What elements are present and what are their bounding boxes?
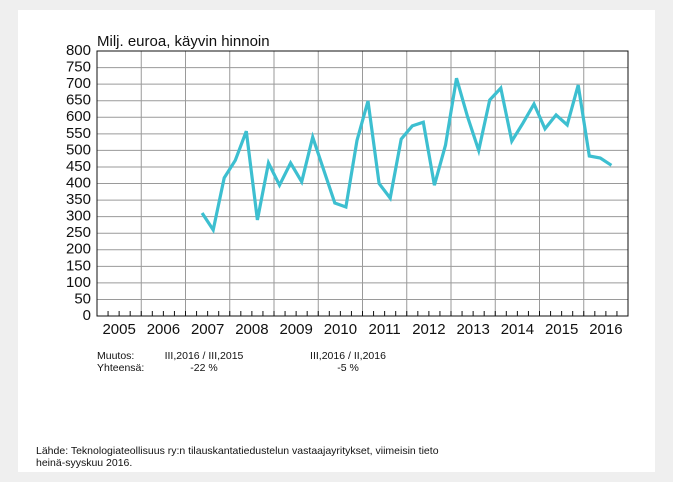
x-tick-label: 2013 xyxy=(456,321,489,338)
y-tick-label: 750 xyxy=(66,59,91,76)
y-tick-label: 50 xyxy=(74,290,91,307)
x-tick-label: 2009 xyxy=(279,321,312,338)
y-tick-label: 600 xyxy=(66,108,91,125)
y-tick-label: 450 xyxy=(66,158,91,175)
y-tick-label: 550 xyxy=(66,125,91,142)
y-tick-label: 700 xyxy=(66,75,91,92)
data-line xyxy=(200,77,613,234)
y-tick-label: 300 xyxy=(66,208,91,225)
x-tick-label: 2005 xyxy=(102,321,135,338)
x-tick-label: 2015 xyxy=(545,321,578,338)
x-tick-label: 2011 xyxy=(368,321,400,338)
y-tick-label: 0 xyxy=(83,307,91,324)
y-tick-label: 400 xyxy=(66,174,91,191)
note: Muutos: xyxy=(97,350,134,362)
y-tick-label: 100 xyxy=(66,274,91,291)
y-tick-label: 150 xyxy=(66,257,91,274)
y-tick-label: 200 xyxy=(66,241,91,258)
x-tick-label: 2007 xyxy=(191,321,224,338)
note: III,2016 / III,2015 xyxy=(165,350,244,362)
y-tick-label: 350 xyxy=(66,191,91,208)
x-tick-label: 2006 xyxy=(147,321,180,338)
y-tick-label: 250 xyxy=(66,224,91,241)
source: heinä-syyskuu 2016. xyxy=(36,457,132,469)
panel xyxy=(18,10,655,472)
x-tick-label: 2016 xyxy=(589,321,622,338)
note: III,2016 / II,2016 xyxy=(310,350,386,362)
x-tick-label: 2010 xyxy=(324,321,357,338)
x-tick-label: 2012 xyxy=(412,321,445,338)
y-tick-label: 650 xyxy=(66,92,91,109)
x-tick-label: 2014 xyxy=(501,321,534,338)
source: Lähde: Teknologiateollisuus ry:n tilausk… xyxy=(36,445,439,457)
x-tick-label: 2008 xyxy=(235,321,268,338)
note: -5 % xyxy=(337,362,359,374)
y-tick-label: 800 xyxy=(66,42,91,59)
y-tick-label: 500 xyxy=(66,141,91,158)
chart-title: Milj. euroa, käyvin hinnoin xyxy=(97,33,270,50)
note: Yhteensä: xyxy=(97,362,144,374)
note: -22 % xyxy=(190,362,217,374)
